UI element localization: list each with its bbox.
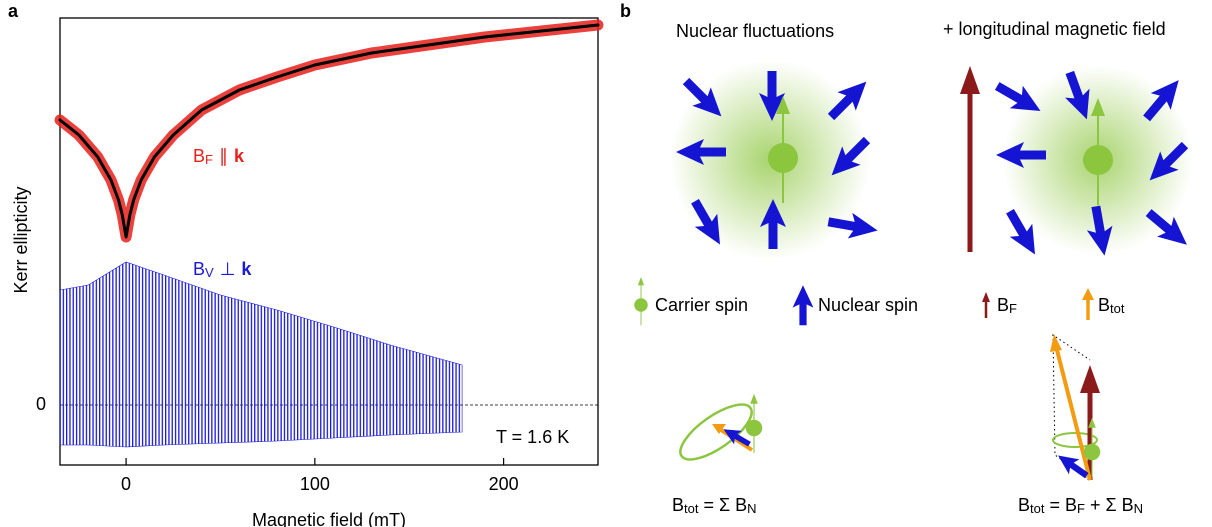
btot-arrow	[1055, 349, 1092, 481]
formula: Btot = BF + Σ BN	[1018, 495, 1143, 517]
legend-btot-icon	[1082, 288, 1094, 300]
text-part: B	[193, 146, 205, 166]
diagram	[633, 60, 1196, 484]
subscript: tot	[1030, 501, 1045, 516]
y-tick-label: 0	[36, 394, 46, 414]
diagram-title: + longitudinal magnetic field	[943, 19, 1166, 39]
panel-label: a	[8, 1, 19, 21]
plot-frame	[59, 17, 599, 466]
subscript: F	[1077, 501, 1085, 516]
oscillation-area	[59, 261, 463, 448]
text-part: + Σ B	[1085, 495, 1134, 515]
bf-arrow-head	[1080, 365, 1100, 393]
precession	[1052, 432, 1098, 448]
vector: k	[241, 259, 252, 279]
legend-label: BF	[997, 295, 1017, 317]
precession	[679, 403, 753, 461]
parallelogram	[1052, 334, 1091, 481]
subscript: tot	[684, 501, 699, 516]
x-tick-label: 200	[489, 474, 519, 494]
legend-nuclear-icon	[792, 285, 814, 326]
annotation: T = 1.6 K	[496, 427, 569, 447]
text-part: B	[1018, 495, 1030, 515]
text-part: B	[997, 295, 1009, 315]
panel-label: b	[620, 1, 631, 21]
relation: ⊥	[220, 259, 236, 279]
x-tick-label: 0	[121, 474, 131, 494]
y-axis-label: Kerr ellipticity	[11, 186, 31, 293]
text-part: = B	[1044, 495, 1077, 515]
field-arrow-head	[960, 66, 980, 94]
btot-arrow	[716, 426, 754, 452]
subscript: N	[1134, 501, 1143, 516]
legend-label: Carrier spin	[655, 295, 748, 315]
btot-arrow-head	[1050, 334, 1062, 352]
subscript: tot	[1110, 301, 1125, 316]
data-band	[54, 19, 604, 243]
subscript: V	[205, 265, 214, 280]
vector: k	[234, 146, 245, 166]
text-part: B	[1098, 295, 1110, 315]
subscript: F	[205, 152, 213, 167]
formula: Btot = Σ BN	[672, 495, 757, 517]
text-part: B	[672, 495, 684, 515]
subscript: F	[1009, 301, 1017, 316]
x-tick-label: 100	[300, 474, 330, 494]
legend-label: Nuclear spin	[818, 295, 918, 315]
annotation: BF ∥ k	[193, 146, 245, 168]
btot-arrow-head	[712, 424, 726, 434]
diagram-title: Nuclear fluctuations	[676, 21, 834, 41]
annotation: BV ⊥ k	[193, 259, 252, 281]
text-part: = Σ B	[698, 495, 747, 515]
legend-label: Btot	[1098, 295, 1125, 317]
legend-bf-icon	[982, 292, 990, 302]
x-axis-label: Magnetic field (mT)	[252, 510, 406, 527]
legend-carrier-icon	[633, 276, 649, 326]
text-part: B	[193, 259, 205, 279]
subscript: N	[747, 501, 756, 516]
fit-line	[58, 23, 600, 239]
relation: ∥	[219, 146, 228, 166]
